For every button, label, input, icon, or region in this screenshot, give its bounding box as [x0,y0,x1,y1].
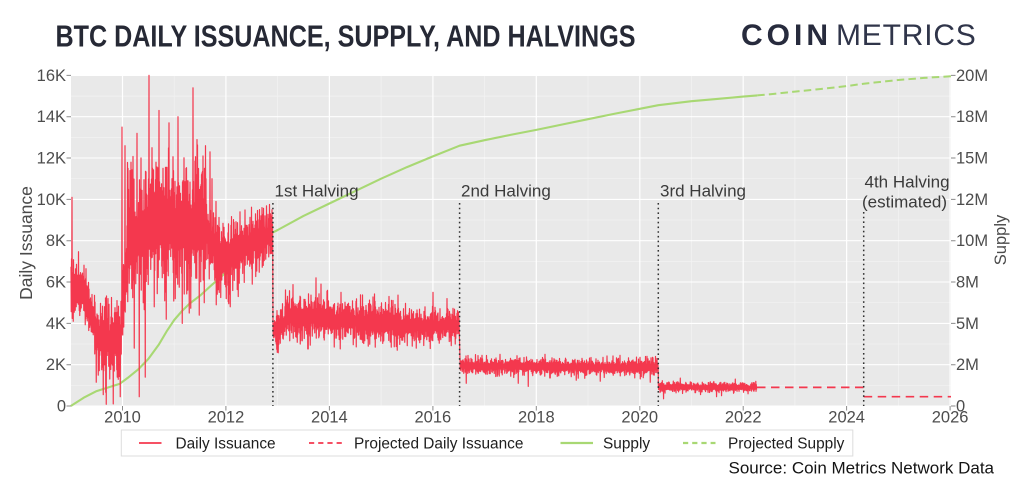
svg-text:2K: 2K [46,356,66,374]
svg-text:Supply: Supply [603,435,650,452]
svg-text:2012: 2012 [208,408,245,426]
svg-text:16K: 16K [37,67,66,85]
svg-text:10M: 10M [956,232,988,250]
svg-text:20M: 20M [956,67,988,85]
svg-text:Projected Supply: Projected Supply [728,435,845,452]
svg-text:14K: 14K [37,108,66,126]
svg-text:Daily Issuance: Daily Issuance [176,435,276,452]
svg-text:6K: 6K [46,274,66,292]
svg-text:2M: 2M [956,356,979,374]
svg-text:0: 0 [57,398,66,416]
svg-text:4th Halving: 4th Halving [865,173,950,192]
svg-text:2024: 2024 [828,408,865,426]
svg-text:2010: 2010 [104,408,141,426]
svg-text:Source: Coin Metrics Network D: Source: Coin Metrics Network Data [729,459,995,478]
svg-text:8K: 8K [46,232,66,250]
svg-text:Supply: Supply [992,214,1010,265]
svg-text:2020: 2020 [621,408,658,426]
svg-text:METRICS: METRICS [836,19,977,52]
svg-text:12M: 12M [956,191,988,209]
svg-text:2026: 2026 [932,408,969,426]
svg-text:COIN: COIN [741,19,832,52]
svg-text:2018: 2018 [518,408,555,426]
svg-text:2014: 2014 [311,408,348,426]
svg-text:4K: 4K [46,315,66,333]
svg-text:12K: 12K [37,150,66,168]
svg-text:5M: 5M [956,315,979,333]
svg-text:(estimated): (estimated) [862,193,947,212]
svg-text:2016: 2016 [414,408,451,426]
svg-text:2nd Halving: 2nd Halving [461,182,551,201]
svg-text:Projected Daily Issuance: Projected Daily Issuance [354,435,523,452]
svg-text:10K: 10K [37,191,66,209]
svg-text:2022: 2022 [725,408,762,426]
svg-text:18M: 18M [956,108,988,126]
svg-text:3rd Halving: 3rd Halving [660,182,746,201]
svg-text:1st Halving: 1st Halving [275,182,359,201]
svg-text:Daily Issuance: Daily Issuance [16,186,36,300]
svg-text:8M: 8M [956,274,979,292]
svg-text:15M: 15M [956,150,988,168]
svg-text:BTC DAILY ISSUANCE, SUPPLY, AN: BTC DAILY ISSUANCE, SUPPLY, AND HALVINGS [56,19,636,54]
svg-text:0: 0 [956,398,965,416]
